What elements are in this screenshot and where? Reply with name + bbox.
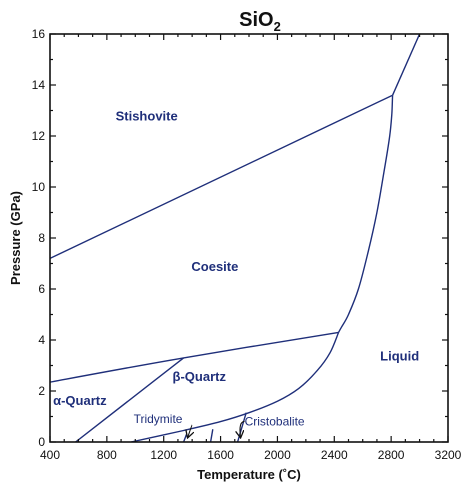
y-axis-label: Pressure (GPa) [8,191,23,285]
phase-boundary-line [50,331,339,383]
x-tick-label: 3200 [435,448,462,462]
phase-boundary-line [130,332,340,442]
x-tick-label: 1600 [207,448,234,462]
phase-label: β-Quartz [173,369,227,384]
x-tick-label: 800 [97,448,117,462]
y-tick-label: 0 [38,435,45,449]
plot-area: 400 800 1200 1600 2000 2400 2800 3200 0 2 4 6 8 10 12 1… [32,27,462,462]
phase-boundaries [50,34,421,442]
annotation-arrow [188,424,192,437]
annotation-arrow [240,420,245,436]
plot-frame [49,33,449,443]
phase-boundary-line [75,357,185,442]
y-tick-label: 6 [38,282,45,296]
x-tick-label: 2000 [264,448,291,462]
y-tick-label: 4 [38,333,45,347]
y-tick-label: 8 [38,231,45,245]
phase-label: Cristobalite [245,414,305,428]
phase-boundary-line [337,95,394,333]
chart-title-main: SiO [239,9,273,31]
phase-boundary-line [391,34,421,96]
phase-boundary-line [182,434,188,442]
x-tick-label: 2800 [378,448,405,462]
x-tick-label: 2400 [321,448,348,462]
y-tick-label: 10 [32,180,46,194]
y-tick-label: 14 [32,78,46,92]
phase-boundary-line [50,94,393,260]
chart-title-subscript: 2 [274,19,281,34]
phase-label: Stishovite [116,109,178,124]
phase-label: Liquid [380,348,419,363]
chart-title: SiO2 [239,9,281,34]
phase-label: α-Quartz [53,393,107,408]
x-axis-label: Temperature (˚C) [197,467,301,482]
phase-label: Tridymite [134,412,183,426]
phase-boundary-line [209,429,214,442]
y-tick-label: 2 [38,384,45,398]
phase-label: Coesite [191,259,238,274]
x-tick-label: 400 [40,448,60,462]
x-tick-label: 1200 [150,448,177,462]
y-tick-label: 16 [32,27,46,41]
y-tick-label: 12 [32,129,46,143]
